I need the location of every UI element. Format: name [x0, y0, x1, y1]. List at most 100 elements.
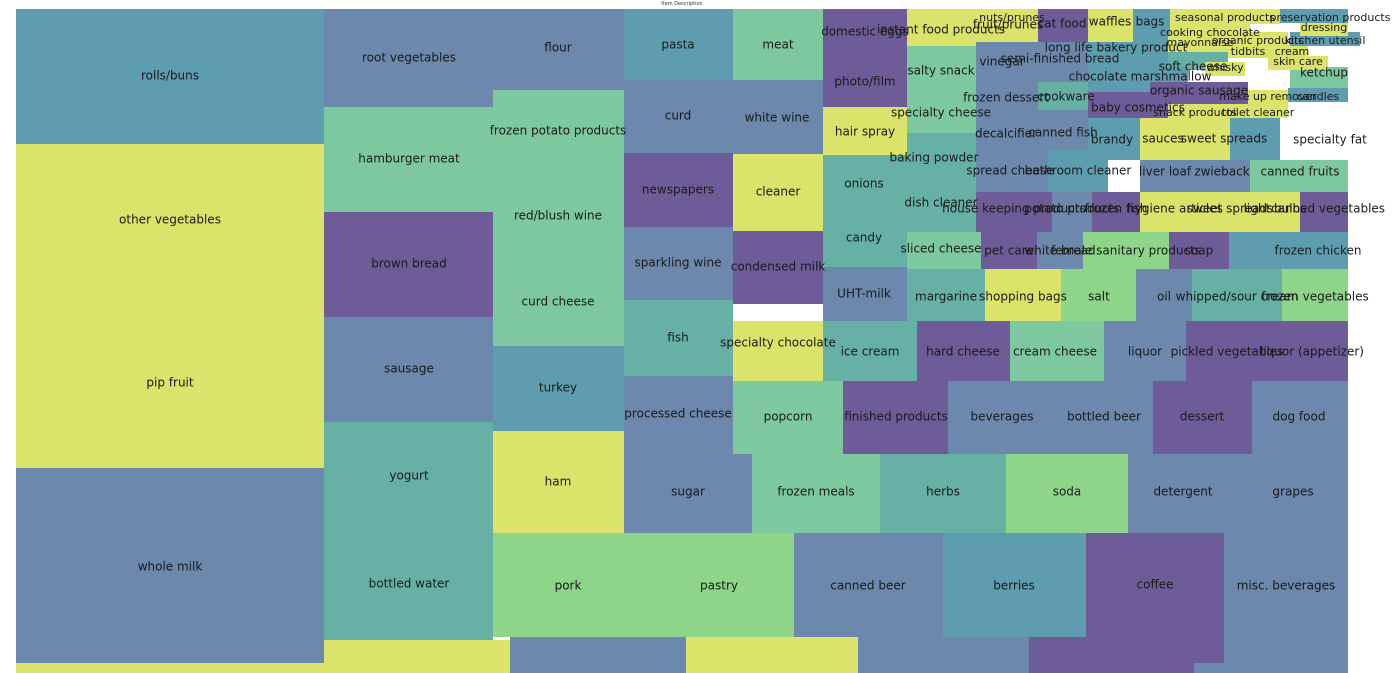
treemap-label-pastry: pastry: [700, 579, 738, 593]
treemap-tile-seasonal-products: [1170, 9, 1280, 24]
treemap-tile-liquor-appetizer: [1268, 321, 1348, 381]
treemap-tile-pickled-vegetables: [1186, 321, 1268, 381]
treemap-label-oil: oil: [1157, 290, 1171, 304]
treemap-tile-hamburger-meat: [324, 107, 493, 212]
treemap-label-whole-milk: whole milk: [138, 560, 203, 574]
treemap-label-soft-cheese: soft cheese: [1159, 60, 1228, 74]
treemap-label-mayonnaise: mayonnaise: [1167, 36, 1234, 49]
treemap-label-specialty-cheese: specialty cheese: [891, 106, 991, 120]
treemap-tile-decalcifier: [976, 110, 1038, 150]
treemap-tile-grapes: [1238, 454, 1348, 533]
treemap-label-specialty-fat: specialty fat: [1293, 133, 1367, 147]
treemap-tile-semi-finished-bread: [1038, 42, 1088, 82]
treemap-label-fruit-prunes: fruit/prunes: [973, 18, 1043, 32]
treemap-label-tidbits: tidbits: [1231, 45, 1266, 58]
treemap-label-ham: ham: [545, 475, 572, 489]
treemap-label-newspapers: newspapers: [642, 183, 714, 197]
treemap-tile-finished-products: [843, 381, 948, 454]
treemap-tile-bags: [1133, 9, 1170, 42]
treemap-tile-canned-beer: [794, 533, 943, 637]
treemap-label-frozen-chicken: frozen chicken: [1275, 244, 1362, 258]
treemap-tile-toilet-cleaner: [1228, 104, 1288, 118]
treemap-label-pickled-vegetables: pickled vegetables: [1171, 345, 1284, 359]
treemap-label-organic-sausage: organic sausage: [1150, 84, 1248, 98]
treemap-label-cat-food: cat food: [1038, 17, 1087, 31]
treemap-label-frozen-vegetables: frozen vegetables: [1261, 290, 1368, 304]
treemap-label-bottled-water: bottled water: [369, 577, 450, 591]
treemap-label-bathroom-cleaner: bathroom cleaner: [1025, 164, 1132, 178]
treemap-tile-soda: [1006, 454, 1128, 533]
treemap-tile-light-bulbs: [1250, 192, 1300, 232]
treemap-label-organic-products: organic products: [1212, 34, 1305, 47]
treemap-tile-frozen-fish: [1092, 192, 1140, 232]
treemap-tile-shopping-bags: [985, 269, 1061, 321]
treemap-tile-soap: [1169, 232, 1229, 269]
treemap-label-skin-care: skin care: [1273, 55, 1323, 68]
treemap-tile-coffee: [1086, 533, 1224, 663]
treemap-tile-bottled-beer: [1056, 381, 1153, 454]
treemap-label-salty-snack: salty snack: [907, 64, 974, 78]
treemap-tile-popcorn: [733, 381, 843, 454]
treemap-tile-processed-cheese: [624, 376, 733, 454]
treemap-tile-cream-cheese: [1010, 321, 1104, 381]
treemap-label-ketchup: ketchup: [1300, 66, 1348, 80]
treemap-label-make-up-remover: make up remover: [1219, 90, 1317, 103]
treemap-label-salt: salt: [1088, 290, 1110, 304]
treemap-tile-frozen-meals: [752, 454, 880, 533]
treemap-tile-flour: [493, 9, 624, 90]
treemap-label-light-bulbs: light bulbs: [1244, 202, 1307, 216]
treemap-label-frozen-meals: frozen meals: [777, 485, 854, 499]
treemap-label-flour: flour: [544, 41, 572, 55]
treemap-tile-root-vegetables: [324, 9, 493, 107]
treemap-tile-female-sanitary-products: [1083, 232, 1169, 269]
treemap-tile-sweet-spreads: [1190, 118, 1230, 160]
treemap-tile-dish-cleaner: [907, 180, 976, 232]
treemap-label-dessert: dessert: [1180, 410, 1225, 424]
treemap-tile-sugar: [624, 454, 752, 533]
treemap-label-canned-beer: canned beer: [830, 579, 905, 593]
treemap-tile-cookware: [1038, 82, 1088, 110]
treemap-tile-edge: [16, 663, 324, 673]
treemap-label-brown-bread: brown bread: [371, 257, 447, 271]
treemap-tile-liquor: [1104, 321, 1186, 381]
treemap-tile-curd-cheese: [493, 260, 624, 346]
treemap-label-candy: candy: [846, 231, 882, 245]
treemap-label-margarine: margarine: [915, 290, 977, 304]
treemap-label-finished-products: finished products: [844, 410, 948, 424]
treemap-tile-waffles: [1088, 9, 1133, 42]
treemap-label-whisky: whisky: [1206, 61, 1244, 74]
treemap-tile-cream: [1268, 44, 1308, 58]
treemap-label-instant-food-products: instant food products: [877, 23, 1005, 37]
treemap-tile-baby-cosmetics: [1088, 92, 1170, 118]
treemap-tile-margarine: [907, 269, 985, 321]
treemap-tile-pasta: [624, 9, 733, 80]
treemap-tile-specialty-fat: [1230, 118, 1280, 160]
treemap-tile-specialty-cheese: [907, 93, 976, 133]
treemap-tile-salt: [1061, 269, 1136, 321]
treemap-label-uht-milk: UHT-milk: [837, 287, 891, 301]
treemap-label-grapes: grapes: [1272, 485, 1313, 499]
treemap-label-hard-cheese: hard cheese: [926, 345, 1000, 359]
treemap-label-pip-fruit: pip fruit: [146, 376, 193, 390]
treemap-label-cleaner: cleaner: [756, 185, 801, 199]
treemap-label-red-blush-wine: red/blush wine: [514, 209, 602, 223]
treemap-label-canned-fish: canned fish: [1028, 126, 1097, 140]
treemap-label-sparkling-wine: sparkling wine: [635, 256, 722, 270]
treemap-label-cooking-chocolate: cooking chocolate: [1160, 26, 1260, 39]
treemap-tile-hard-cheese: [917, 321, 1010, 381]
treemap-label-pork: pork: [555, 579, 582, 593]
treemap-tile-hygiene-articles: [1140, 192, 1210, 232]
treemap-tile-pork: [493, 533, 643, 637]
treemap-label-toilet-cleaner: toilet cleaner: [1222, 106, 1295, 119]
treemap-tile-edge: [510, 637, 686, 673]
treemap-tile-ice-cream: [823, 321, 917, 381]
treemap-tile-sliced-cheese: [907, 232, 981, 269]
treemap-label-brandy: brandy: [1091, 133, 1133, 147]
treemap-label-pet-care: pet care: [984, 244, 1034, 258]
treemap-label-coffee: coffee: [1137, 578, 1174, 592]
treemap-label-seasonal-products: seasonal products: [1175, 11, 1275, 24]
treemap-label-shopping-bags: shopping bags: [979, 290, 1067, 304]
treemap-label-sauces: sauces: [1142, 132, 1183, 146]
treemap-tile-long-life-bakery-product: [1088, 42, 1168, 67]
treemap-label-meat: meat: [762, 38, 793, 52]
